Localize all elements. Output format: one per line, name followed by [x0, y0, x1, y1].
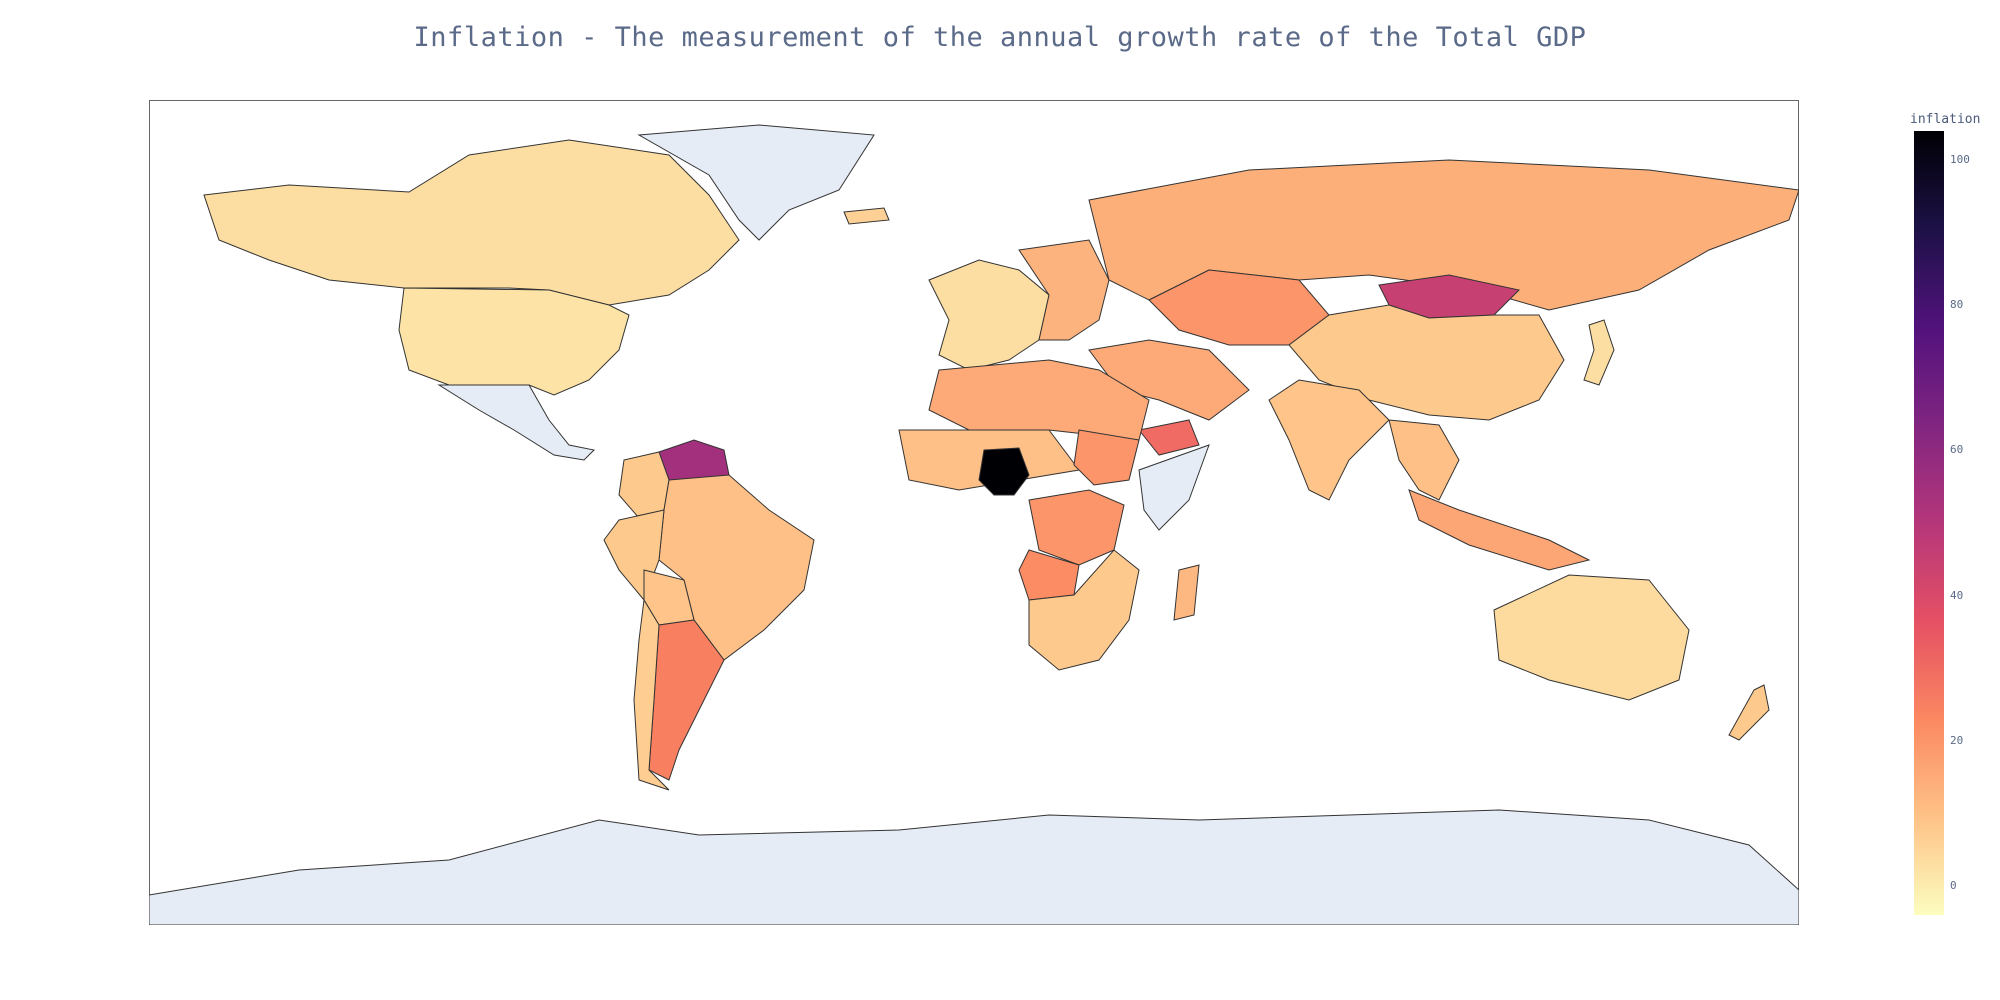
region-canada[interactable]: Canada [203, 139, 740, 306]
colorbar-tick: 60 [1950, 443, 1964, 457]
colorbar-tick: 80 [1950, 298, 1964, 312]
colorbar [1914, 131, 1944, 915]
region-greenland[interactable]: Greenland [637, 124, 875, 241]
region-new-zealand[interactable]: New Zealand [1728, 684, 1770, 741]
colorbar-tick: 100 [1950, 153, 1970, 167]
region-australia[interactable]: Australia [1493, 574, 1690, 701]
region-india[interactable]: India [1268, 379, 1390, 501]
region-madagascar[interactable]: Madagascar [1173, 564, 1200, 621]
map-title: Inflation - The measurement of the annua… [413, 22, 1587, 53]
region-japan[interactable]: Japan [1583, 319, 1615, 386]
region-antarctica[interactable]: Antarctica [149, 809, 1799, 925]
region-sudan[interactable]: Sudan [1073, 429, 1140, 486]
region-united-states[interactable]: United States [398, 287, 630, 396]
region-western-europe[interactable]: Western Europe [928, 259, 1050, 371]
region-nigeria[interactable]: Nigeria [978, 447, 1030, 496]
colorbar-tick: 20 [1950, 733, 1964, 747]
colorbar-tick: 0 [1950, 878, 1957, 892]
region-yemen[interactable]: Yemen [1138, 419, 1200, 456]
region-iceland[interactable]: Iceland [843, 207, 890, 225]
region-southeast-asia[interactable]: Southeast Asia [1388, 419, 1460, 501]
region-southern-africa[interactable]: Southern Africa [1028, 549, 1140, 671]
region-mexico[interactable]: Mexico [437, 384, 596, 461]
region-chile[interactable]: Chile [633, 598, 670, 791]
colorbar-title: inflation [1910, 112, 1981, 127]
map-area[interactable]: CanadaUnited StatesMexicoVenezuelaColomb… [149, 100, 1799, 925]
choropleth-map[interactable]: CanadaUnited StatesMexicoVenezuelaColomb… [149, 100, 1799, 925]
colorbar-tick: 40 [1950, 588, 1964, 602]
region-indonesia[interactable]: Indonesia [1408, 489, 1591, 571]
region-somalia[interactable]: Somalia [1138, 444, 1210, 531]
region-eastern-europe[interactable]: Eastern Europe [1018, 239, 1110, 341]
